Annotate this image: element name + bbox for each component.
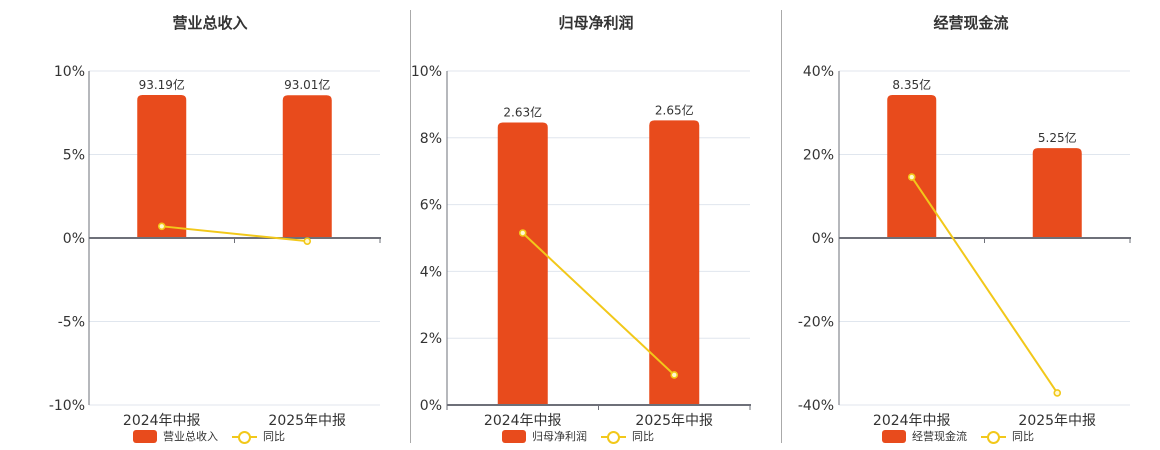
legend-bar-label[interactable]: 经营现金流	[912, 430, 967, 443]
y-axis-tick-label: -40%	[798, 398, 834, 414]
y-axis-tick-label: 5%	[63, 148, 85, 164]
legend-bar-swatch[interactable]	[502, 429, 526, 443]
bar-value-label: 93.19亿	[139, 77, 185, 92]
y-axis-tick-label: 2%	[420, 331, 442, 347]
bar	[1032, 148, 1082, 238]
panel-divider	[781, 10, 782, 443]
panel-operating-cash-flow: 经营现金流 经营现金流 同比	[782, 0, 1160, 450]
x-axis-category-label: 2024年中报	[484, 413, 562, 429]
panel-divider	[410, 10, 411, 443]
chart-legend: 归母净利润 同比	[502, 428, 654, 444]
y-axis-tick-label: 0%	[420, 398, 442, 414]
x-axis-category-label: 2025年中报	[635, 413, 713, 429]
legend-bar-label[interactable]: 归母净利润	[532, 430, 587, 443]
legend-line-label[interactable]: 同比	[263, 430, 285, 443]
bar-value-label: 2.65亿	[655, 102, 694, 117]
chart-legend: 营业总收入 同比	[133, 428, 285, 444]
y-axis-tick-label: -10%	[49, 398, 85, 414]
panel-net-profit: 归母净利润 归母净利润 同比	[411, 0, 781, 450]
bar-value-label: 8.35亿	[892, 77, 931, 92]
legend-bar-label[interactable]: 营业总收入	[163, 430, 218, 443]
legend-line-label[interactable]: 同比	[632, 430, 654, 443]
yoy-line	[910, 176, 1059, 394]
bar-value-label: 5.25亿	[1038, 130, 1077, 145]
bar	[282, 95, 332, 239]
x-axis-category-label: 2024年中报	[123, 413, 201, 429]
y-axis-tick-label: 8%	[420, 131, 442, 147]
chart-title: 归母净利润	[558, 14, 634, 32]
yoy-point	[670, 371, 679, 379]
x-axis-category-label: 2025年中报	[1018, 413, 1096, 429]
y-axis-tick-label: -5%	[58, 315, 85, 331]
bar	[497, 122, 548, 406]
legend-line-circle-icon[interactable]	[981, 430, 1006, 444]
x-axis-category-label: 2024年中报	[873, 413, 951, 429]
bar-value-label: 2.63亿	[503, 105, 542, 120]
yoy-line	[522, 232, 675, 376]
legend-bar-swatch[interactable]	[133, 429, 157, 443]
y-axis-tick-label: 10%	[411, 64, 442, 80]
chart-title: 营业总收入	[172, 14, 248, 32]
chart-legend: 经营现金流 同比	[882, 428, 1034, 444]
chart-title: 经营现金流	[933, 14, 1009, 32]
y-axis-tick-label: 40%	[803, 64, 834, 80]
y-axis-tick-label: 0%	[812, 231, 834, 247]
y-axis-tick-label: 6%	[420, 198, 442, 214]
y-axis-tick-label: 20%	[803, 148, 834, 164]
legend-bar-swatch[interactable]	[882, 429, 906, 443]
bar	[887, 94, 937, 238]
legend-line-circle-icon[interactable]	[232, 430, 257, 444]
yoy-point	[907, 173, 916, 181]
yoy-point	[518, 229, 527, 237]
x-axis-category-label: 2025年中报	[268, 413, 346, 429]
yoy-point	[1053, 389, 1062, 397]
bar	[137, 94, 187, 238]
yoy-line	[161, 225, 308, 243]
y-axis-tick-label: 0%	[63, 231, 85, 247]
yoy-point	[303, 237, 312, 245]
legend-line-circle-icon[interactable]	[601, 430, 626, 444]
panel-revenue: 营业总收入 营业总收入 同比	[0, 0, 410, 450]
y-axis-tick-label: 4%	[420, 264, 442, 280]
bar	[649, 120, 700, 406]
y-axis-tick-label: 10%	[54, 64, 85, 80]
legend-line-label[interactable]: 同比	[1012, 430, 1034, 443]
y-axis-tick-label: -20%	[798, 315, 834, 331]
bar-value-label: 93.01亿	[284, 77, 330, 92]
yoy-point	[157, 222, 166, 231]
